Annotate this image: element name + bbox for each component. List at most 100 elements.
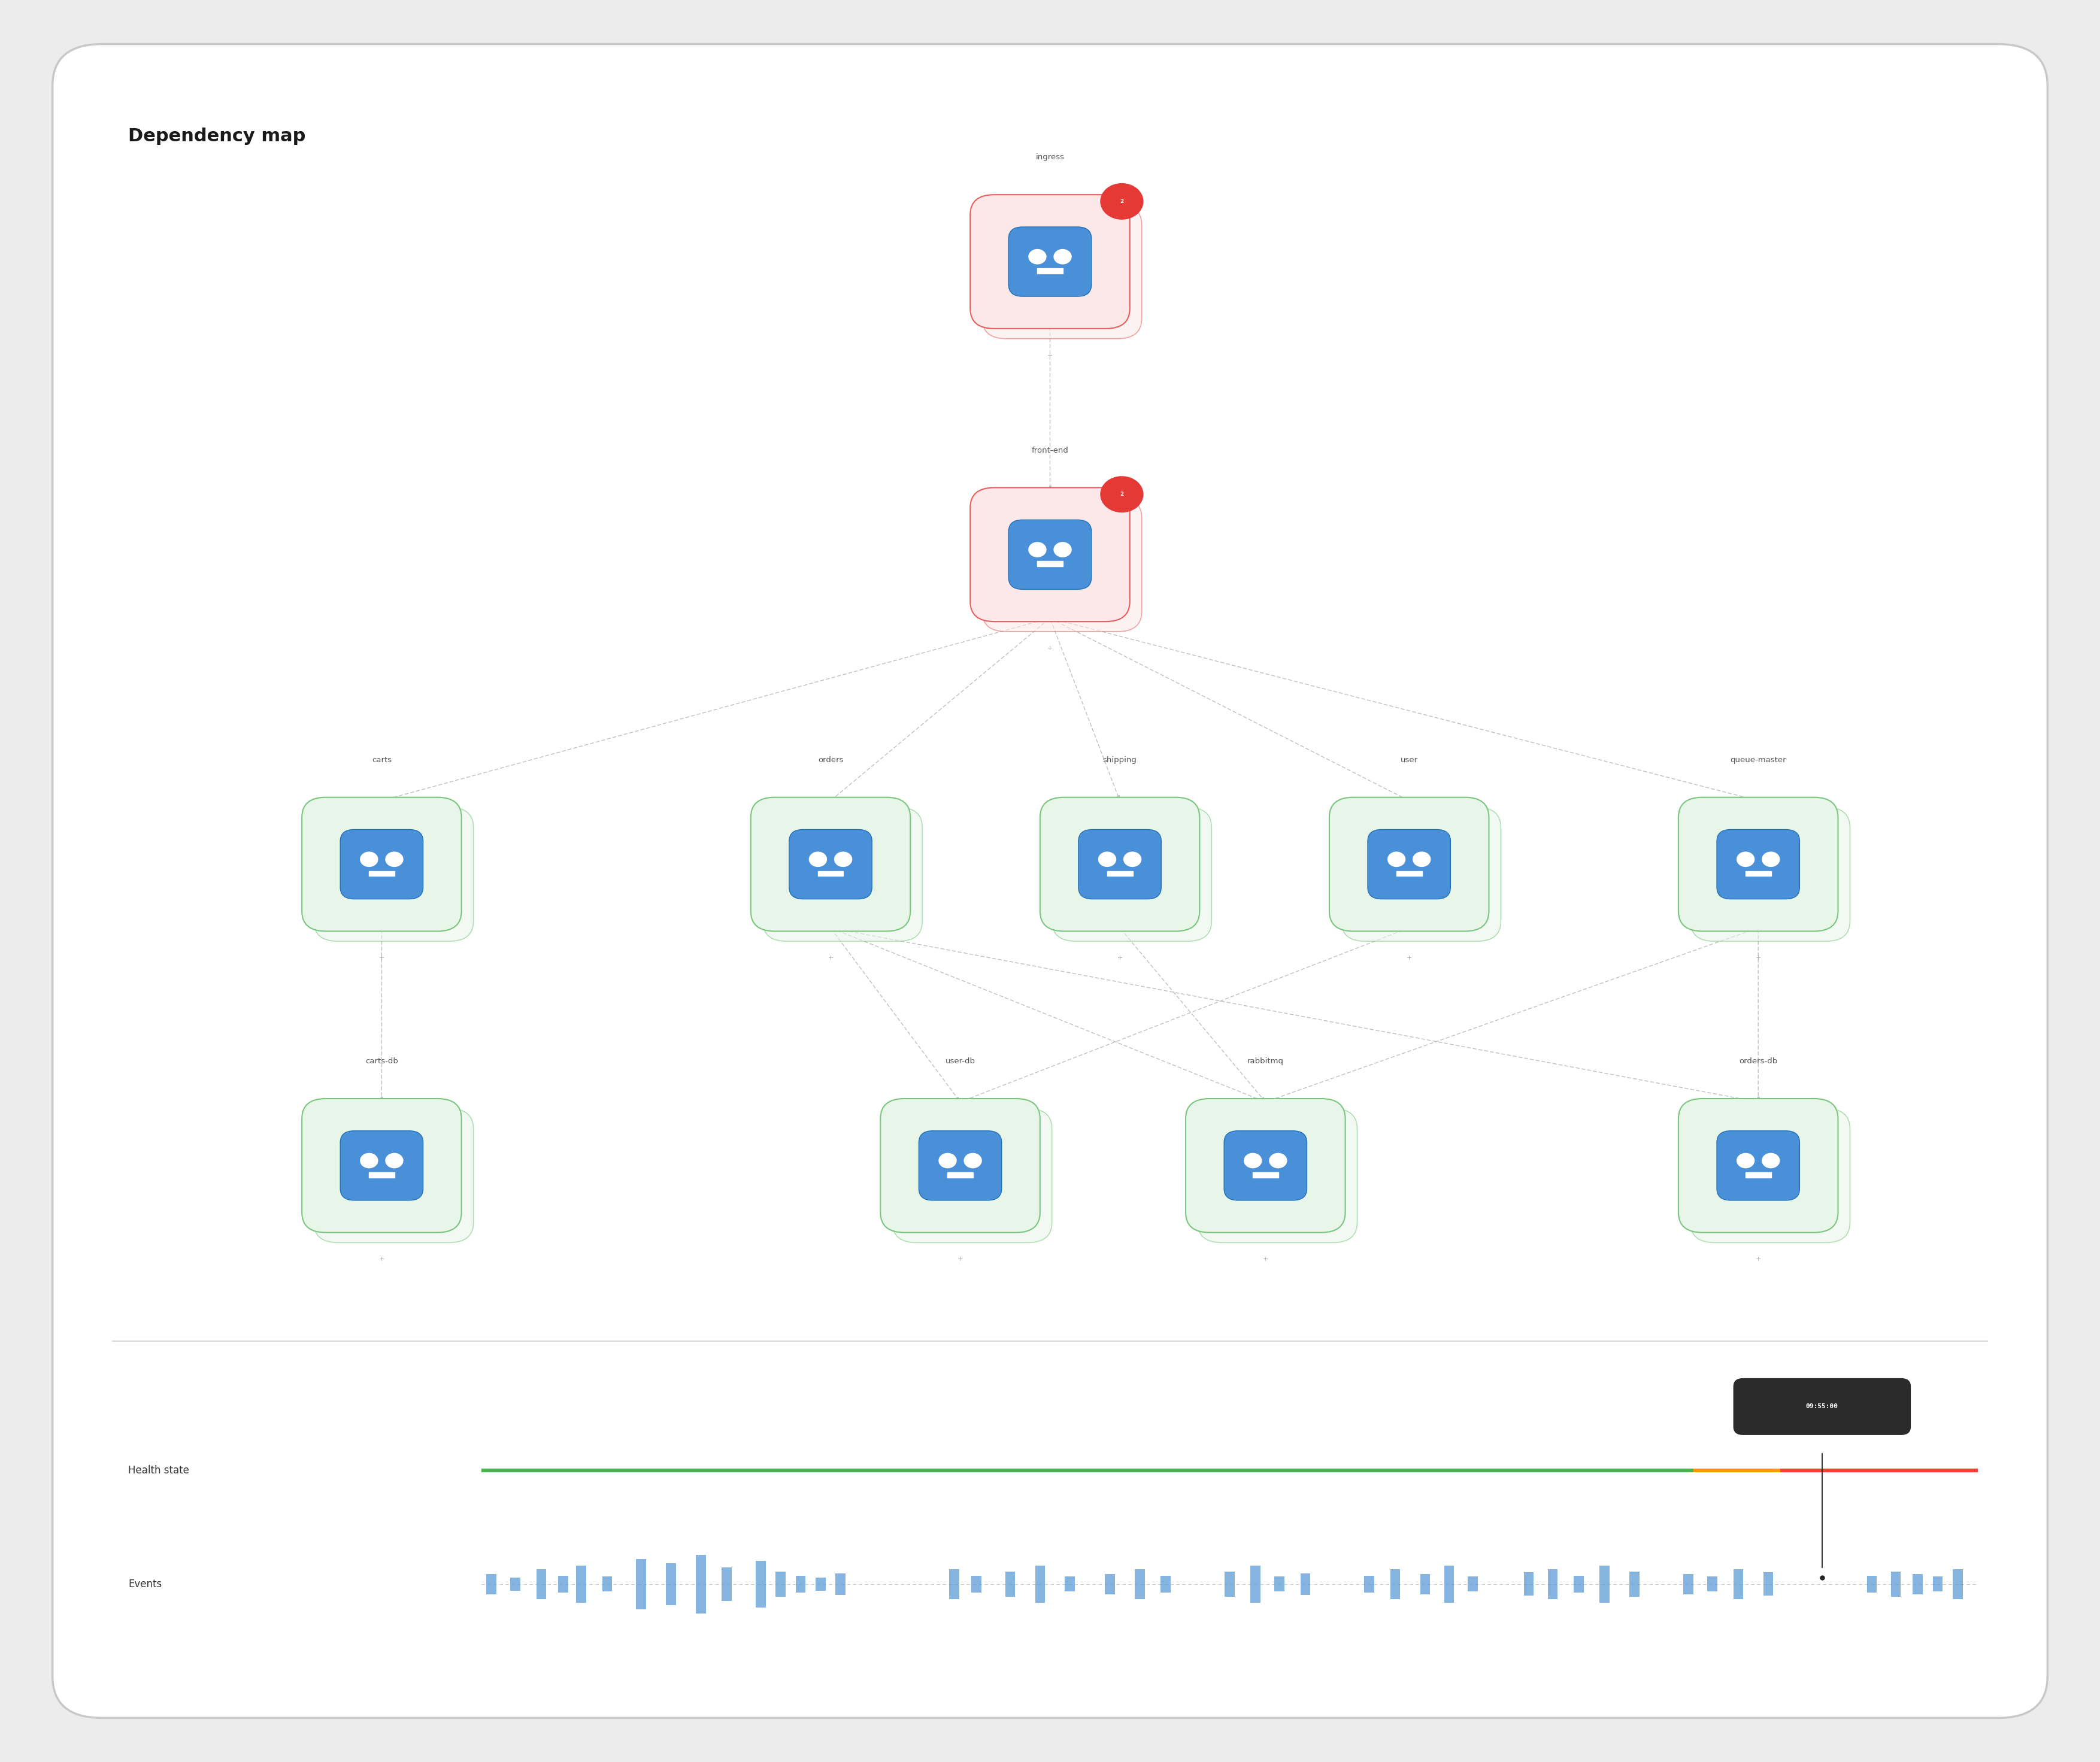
Bar — [1252, 1172, 1279, 1177]
Text: +: + — [1756, 1256, 1762, 1262]
Bar — [1365, 1575, 1373, 1593]
Circle shape — [1762, 853, 1779, 867]
Text: +: + — [1407, 955, 1411, 960]
Bar — [1445, 1566, 1453, 1602]
Bar — [1107, 870, 1132, 876]
Bar — [1006, 1572, 1014, 1596]
FancyBboxPatch shape — [1690, 807, 1850, 941]
FancyBboxPatch shape — [920, 1131, 1002, 1200]
Bar — [1224, 1572, 1235, 1596]
FancyBboxPatch shape — [1079, 830, 1161, 899]
Text: front-end: front-end — [1031, 446, 1069, 455]
Text: ingress: ingress — [1035, 153, 1065, 162]
FancyBboxPatch shape — [302, 796, 462, 930]
Text: +: + — [827, 955, 834, 960]
Text: carts-db: carts-db — [365, 1057, 399, 1064]
FancyBboxPatch shape — [1367, 830, 1451, 899]
Text: +: + — [378, 955, 384, 960]
FancyBboxPatch shape — [880, 1099, 1040, 1233]
Bar — [815, 1577, 825, 1591]
FancyBboxPatch shape — [762, 807, 922, 941]
Bar — [695, 1554, 706, 1614]
Bar — [666, 1563, 676, 1605]
Bar — [575, 1566, 586, 1602]
Circle shape — [1054, 543, 1071, 557]
FancyBboxPatch shape — [340, 1131, 422, 1200]
Bar — [947, 1172, 972, 1177]
Bar — [510, 1577, 521, 1591]
Text: user-db: user-db — [945, 1057, 974, 1064]
Bar — [1867, 1575, 1877, 1593]
Text: carts: carts — [372, 756, 391, 763]
Text: Health state: Health state — [128, 1464, 189, 1475]
FancyBboxPatch shape — [313, 807, 472, 941]
Bar — [1420, 1573, 1430, 1595]
Bar — [559, 1575, 569, 1593]
FancyBboxPatch shape — [1678, 796, 1837, 930]
Text: orders: orders — [817, 756, 844, 763]
Text: 2: 2 — [1119, 492, 1123, 497]
Text: +: + — [1048, 645, 1052, 652]
Bar — [756, 1561, 766, 1607]
FancyBboxPatch shape — [1342, 807, 1501, 941]
FancyBboxPatch shape — [313, 1108, 472, 1242]
Bar — [1764, 1572, 1772, 1596]
Bar — [1953, 1568, 1963, 1600]
Bar — [1745, 1172, 1770, 1177]
Bar — [796, 1575, 806, 1593]
Circle shape — [1054, 250, 1071, 264]
FancyBboxPatch shape — [892, 1108, 1052, 1242]
Bar — [1065, 1577, 1075, 1591]
Bar — [636, 1559, 647, 1609]
Bar — [1745, 870, 1770, 876]
Text: rabbitmq: rabbitmq — [1247, 1057, 1283, 1064]
FancyBboxPatch shape — [1732, 1378, 1911, 1434]
FancyBboxPatch shape — [1052, 807, 1212, 941]
Circle shape — [1388, 853, 1405, 867]
FancyBboxPatch shape — [340, 830, 422, 899]
FancyBboxPatch shape — [1039, 796, 1199, 930]
FancyBboxPatch shape — [1718, 1131, 1800, 1200]
Bar — [535, 1568, 546, 1600]
Circle shape — [1098, 853, 1115, 867]
Text: 09:55:00: 09:55:00 — [1806, 1404, 1837, 1410]
FancyBboxPatch shape — [790, 830, 871, 899]
Bar — [487, 1573, 496, 1595]
Bar — [817, 870, 844, 876]
Circle shape — [808, 853, 827, 867]
Bar — [1525, 1572, 1533, 1596]
Bar — [1390, 1568, 1401, 1600]
Bar — [1249, 1566, 1260, 1602]
Circle shape — [1762, 1154, 1779, 1168]
FancyBboxPatch shape — [1329, 796, 1489, 930]
Bar — [949, 1568, 960, 1600]
Bar — [775, 1572, 785, 1596]
Circle shape — [1737, 853, 1753, 867]
Text: orders-db: orders-db — [1739, 1057, 1777, 1064]
Bar — [1396, 870, 1422, 876]
Bar — [603, 1577, 611, 1591]
Circle shape — [1100, 476, 1142, 513]
Bar — [1684, 1573, 1693, 1595]
FancyBboxPatch shape — [1008, 520, 1092, 589]
Text: Dependency map: Dependency map — [128, 127, 307, 144]
Circle shape — [964, 1154, 981, 1168]
FancyBboxPatch shape — [1690, 1108, 1850, 1242]
Circle shape — [1243, 1154, 1262, 1168]
Text: user: user — [1401, 756, 1418, 763]
FancyBboxPatch shape — [1718, 830, 1800, 899]
FancyBboxPatch shape — [1197, 1108, 1357, 1242]
Bar — [1134, 1568, 1144, 1600]
Circle shape — [834, 853, 853, 867]
Bar — [370, 1172, 395, 1177]
FancyBboxPatch shape — [1678, 1099, 1837, 1233]
FancyBboxPatch shape — [983, 204, 1142, 338]
Text: shipping: shipping — [1102, 756, 1136, 763]
FancyBboxPatch shape — [1186, 1099, 1346, 1233]
Bar — [1035, 1566, 1046, 1602]
FancyBboxPatch shape — [302, 1099, 462, 1233]
Bar — [1037, 562, 1063, 567]
Bar — [1548, 1568, 1558, 1600]
Bar — [370, 870, 395, 876]
Bar — [1707, 1577, 1718, 1591]
